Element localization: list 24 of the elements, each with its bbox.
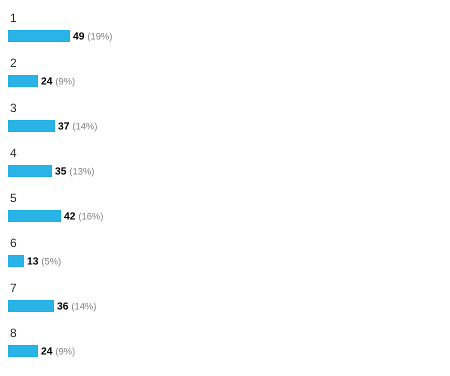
y-tick-label: 3 xyxy=(10,101,17,115)
bar xyxy=(8,75,38,87)
bar xyxy=(8,255,24,267)
data-label: 37 (14%) xyxy=(58,120,98,132)
y-tick-label: 5 xyxy=(10,191,17,205)
bar xyxy=(8,345,38,357)
bar xyxy=(8,120,55,132)
y-tick-label: 6 xyxy=(10,236,17,250)
data-label: 49 (19%) xyxy=(73,30,112,42)
y-tick-label: 2 xyxy=(10,56,17,70)
y-tick-label: 4 xyxy=(10,146,17,160)
bar xyxy=(8,300,54,312)
data-label: 35 (13%) xyxy=(55,165,94,178)
data-label: 36 (14%) xyxy=(57,300,96,312)
y-tick-label: 7 xyxy=(10,281,17,295)
data-label: 24 (9%) xyxy=(41,345,76,358)
bar xyxy=(8,210,61,222)
data-label: 24 (9%) xyxy=(41,75,76,88)
data-label: 13 (5%) xyxy=(27,255,62,268)
y-tick-label: 1 xyxy=(10,11,17,25)
bar xyxy=(8,165,52,177)
data-label: 42 (16%) xyxy=(64,210,104,222)
y-tick-label: 8 xyxy=(10,326,17,340)
bar xyxy=(8,30,70,42)
